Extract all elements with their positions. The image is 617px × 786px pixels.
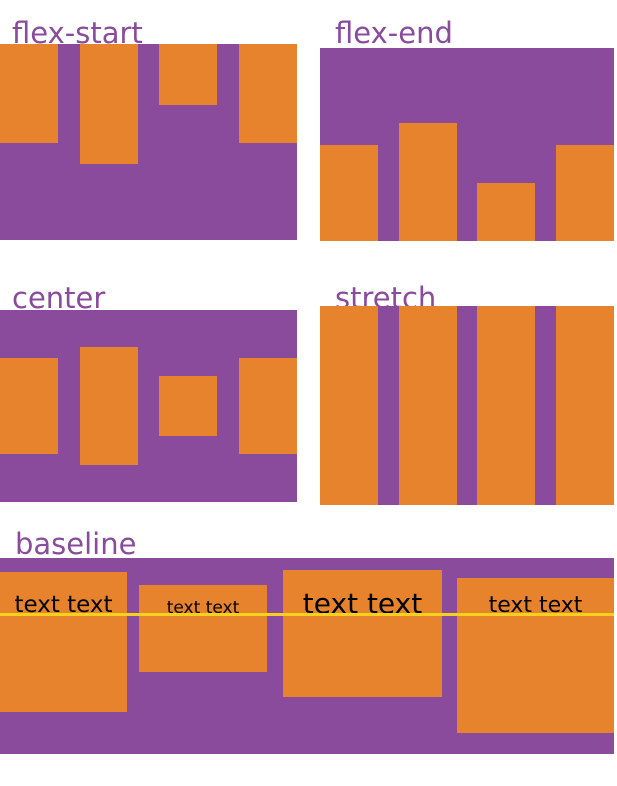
item-text: text text (302, 587, 423, 620)
flex-item (159, 376, 218, 436)
flex-item-baseline: text text (0, 572, 127, 712)
flex-item-baseline: text text (139, 585, 267, 672)
flex-item (0, 358, 58, 454)
flex-container-flex-end (320, 48, 614, 241)
flex-container-baseline: text text text text text text text text (0, 558, 614, 754)
item-text: text text (488, 593, 583, 618)
flex-item (398, 306, 457, 505)
flex-item (555, 306, 614, 505)
item-text: text text (166, 598, 240, 618)
flex-item (238, 358, 297, 454)
panel-label-flex-end: flex-end (335, 16, 453, 50)
flex-item (238, 44, 297, 143)
panel-label-flex-start: flex-start (12, 16, 143, 50)
panel-label-baseline: baseline (15, 527, 137, 561)
flex-item (477, 306, 536, 505)
flex-item (79, 347, 138, 465)
baseline-indicator-line (0, 613, 614, 616)
flex-container-flex-start (0, 44, 297, 240)
flex-item (477, 183, 536, 241)
item-text: text text (14, 592, 113, 618)
flex-item (79, 44, 138, 164)
panel-label-center: center (12, 281, 106, 315)
flex-container-center (0, 310, 297, 502)
flex-container-stretch (320, 306, 614, 505)
flex-item (398, 123, 457, 241)
flex-item-baseline: text text (457, 578, 614, 733)
flex-item (0, 44, 58, 143)
flex-item (320, 306, 378, 505)
flex-item (555, 145, 614, 241)
flex-item (320, 145, 378, 241)
flex-item-baseline: text text (283, 570, 442, 697)
flex-item (159, 44, 218, 105)
